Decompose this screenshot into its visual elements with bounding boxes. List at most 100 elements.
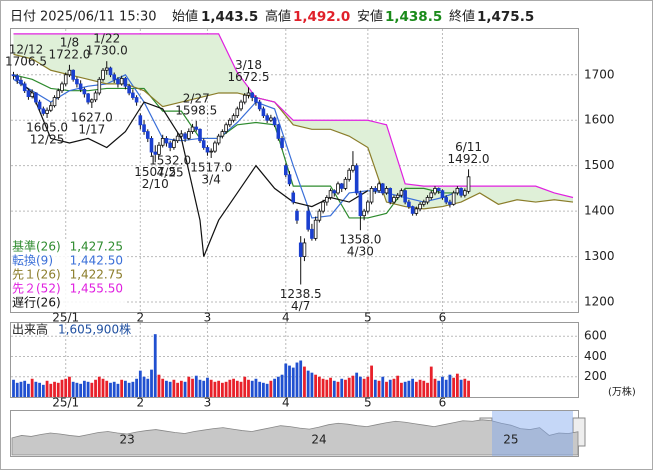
candle-body [11, 74, 16, 77]
candle-body [455, 188, 460, 194]
candle-body [425, 197, 430, 203]
candle-body [433, 188, 437, 194]
volume-bar [377, 380, 381, 397]
x-tick-label: 3 [204, 396, 212, 410]
hdr-date: 2025/06/11 15:30 [40, 10, 157, 25]
volume-bar [385, 381, 388, 397]
volume-bar [49, 383, 53, 397]
volume-bar [407, 380, 411, 397]
x-tick-label: 4 [282, 396, 290, 410]
navigator-label: 24 [311, 433, 326, 447]
candle-body [116, 78, 120, 85]
candle-body [239, 101, 243, 110]
candle-body [287, 174, 292, 185]
volume-bar [94, 379, 97, 397]
candle-body [131, 92, 135, 98]
annotation-date: 1/17 [78, 122, 105, 136]
y-tick-label: 1200 [584, 295, 615, 309]
volume-bar [176, 382, 180, 397]
candle-body [325, 197, 329, 203]
candle-body [179, 133, 184, 137]
candle-body [306, 210, 310, 230]
candle-body [187, 131, 191, 139]
candle-body [332, 190, 337, 194]
y-tick-label: 1400 [584, 204, 615, 218]
volume-bar [247, 379, 250, 397]
x-tick-label: 6 [439, 396, 447, 410]
volume-bar [23, 380, 27, 397]
candle-body [231, 115, 236, 121]
volume-bar [82, 380, 86, 397]
candle-body [26, 90, 31, 98]
y-tick-label: 1300 [584, 249, 615, 263]
candle-body [108, 67, 113, 76]
candle-body [407, 201, 411, 207]
annotation-value: 1627.0 [71, 110, 113, 124]
volume-bar [306, 370, 310, 397]
candle-body [280, 138, 284, 148]
annotation-date: 4/30 [347, 245, 374, 259]
volume-bar [45, 380, 49, 397]
volume-bar [317, 376, 321, 397]
x-tick-label: 6 [439, 311, 447, 325]
legend-value: 1,422.75 [70, 268, 123, 282]
volume-bar [30, 378, 34, 397]
volume-bar [358, 376, 362, 397]
volume-bar [68, 376, 71, 397]
volume-bar [418, 379, 422, 397]
candle-body [369, 188, 374, 203]
candle-body [194, 126, 199, 130]
candle-body [142, 124, 146, 133]
candle-body [45, 109, 49, 114]
y-tick-label: 1700 [584, 67, 615, 81]
volume-bar [250, 380, 254, 397]
candle-body [60, 83, 64, 92]
annotation-value: 1672.5 [227, 70, 269, 84]
volume-bar [90, 382, 94, 397]
volume-bar [265, 383, 269, 397]
candle-body [436, 188, 441, 192]
volume-bar [41, 384, 45, 397]
candle-body [466, 176, 471, 192]
annotation-value: 1238.5 [280, 287, 322, 301]
hdr-high: 1,492.0 [293, 9, 350, 25]
candle-body [134, 97, 139, 103]
volume-bar [19, 381, 23, 397]
candle-body [22, 83, 27, 92]
volume-bar [459, 379, 463, 397]
candle-body [351, 165, 355, 171]
volume-bar [441, 376, 444, 397]
annotation-value: 1532.0 [149, 154, 191, 168]
candle-body [261, 108, 266, 117]
annotation-value: 1517.0 [190, 160, 232, 174]
volume-bar [146, 378, 150, 397]
volume-bar [127, 382, 131, 397]
hdr-label: 安値 [357, 9, 383, 25]
annotation-date: 12/12 [9, 42, 44, 56]
candle-body [384, 188, 389, 194]
volume-bar [75, 382, 79, 397]
price-frame [10, 28, 579, 313]
volume-bar [258, 381, 262, 397]
candle-body [392, 197, 396, 203]
candle-body [201, 140, 206, 148]
annotation-value: 1598.5 [175, 103, 217, 117]
volume-bar [310, 372, 314, 397]
candle-body [339, 183, 344, 189]
volume-bar [86, 381, 90, 397]
volume-bar [179, 380, 183, 397]
candle-body [313, 219, 318, 239]
volume-bar [291, 367, 295, 397]
y-tick-label: 200 [584, 369, 607, 383]
volume-value: 1,605,900株 [58, 322, 131, 337]
volume-bar [71, 381, 75, 397]
candle-body [160, 138, 165, 146]
volume-bar [332, 380, 336, 397]
volume-bar [187, 376, 191, 397]
volume-bar [303, 366, 306, 397]
volume-bar [239, 381, 243, 397]
candle-body [362, 210, 366, 217]
volume-bar [120, 379, 124, 397]
volume-bar [38, 382, 42, 397]
candle-body [216, 135, 221, 144]
